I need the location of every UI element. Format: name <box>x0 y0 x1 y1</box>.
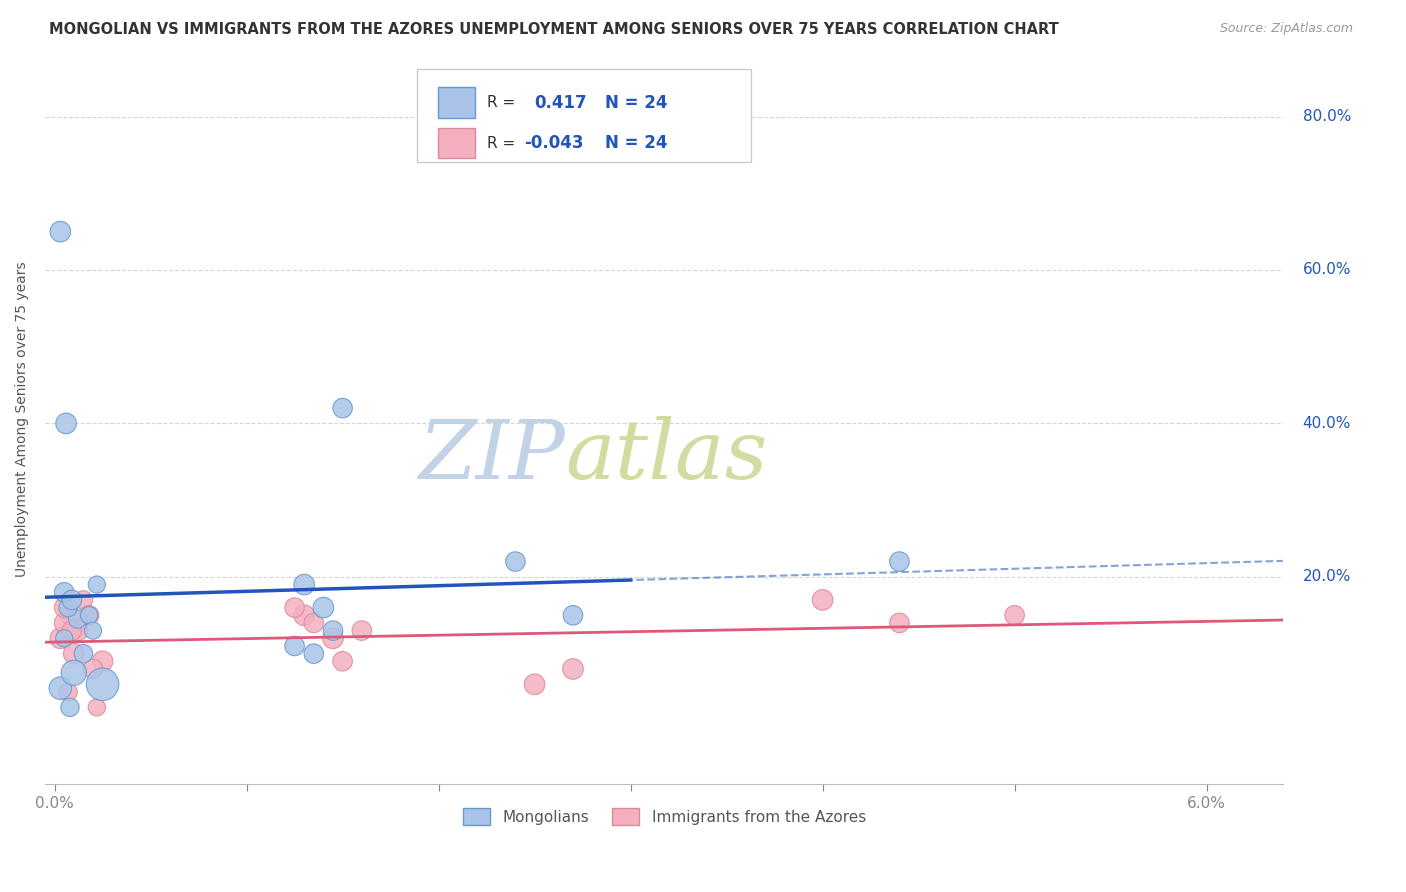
Text: 40.0%: 40.0% <box>1302 416 1351 431</box>
Text: atlas: atlas <box>565 416 768 496</box>
Point <box>60 593 83 607</box>
Point <box>302 647 325 661</box>
Text: -0.043: -0.043 <box>524 134 583 153</box>
Point <box>53 600 76 615</box>
Text: N = 24: N = 24 <box>605 94 668 112</box>
Point <box>62 665 84 680</box>
Point <box>889 555 911 569</box>
Point <box>322 632 344 646</box>
Point <box>284 639 307 653</box>
Point <box>91 654 114 668</box>
Point <box>62 647 84 661</box>
Point <box>284 600 307 615</box>
Point <box>49 225 72 239</box>
Point <box>302 615 325 630</box>
Bar <box>437 128 475 159</box>
Point <box>82 662 104 676</box>
FancyBboxPatch shape <box>416 69 751 162</box>
Point <box>53 632 76 646</box>
Point <box>1004 608 1026 623</box>
Point <box>49 632 72 646</box>
Point <box>66 624 89 638</box>
Text: MONGOLIAN VS IMMIGRANTS FROM THE AZORES UNEMPLOYMENT AMONG SENIORS OVER 75 YEARS: MONGOLIAN VS IMMIGRANTS FROM THE AZORES … <box>49 22 1059 37</box>
Point <box>350 624 373 638</box>
Point <box>53 615 76 630</box>
Text: N = 24: N = 24 <box>605 134 668 153</box>
Point <box>60 624 83 638</box>
Point <box>66 612 89 626</box>
Bar <box>437 87 475 118</box>
Point <box>91 677 114 691</box>
Point <box>562 608 585 623</box>
Point <box>72 647 94 661</box>
Point <box>49 681 72 695</box>
Point <box>523 677 546 691</box>
Point <box>77 608 100 623</box>
Point <box>59 608 82 623</box>
Point <box>332 401 354 416</box>
Text: 80.0%: 80.0% <box>1302 109 1351 124</box>
Point <box>292 608 315 623</box>
Text: 20.0%: 20.0% <box>1302 569 1351 584</box>
Legend: Mongolians, Immigrants from the Azores: Mongolians, Immigrants from the Azores <box>457 802 872 831</box>
Point <box>82 624 104 638</box>
Point <box>312 600 335 615</box>
Text: R =: R = <box>486 95 516 111</box>
Point <box>86 577 108 591</box>
Point <box>505 555 527 569</box>
Point <box>562 662 585 676</box>
Point <box>56 685 79 699</box>
Text: ZIP: ZIP <box>418 416 565 496</box>
Point <box>322 624 344 638</box>
Point <box>889 615 911 630</box>
Point <box>811 593 834 607</box>
Y-axis label: Unemployment Among Seniors over 75 years: Unemployment Among Seniors over 75 years <box>15 261 30 577</box>
Point <box>56 600 79 615</box>
Point <box>332 654 354 668</box>
Point <box>72 593 94 607</box>
Point <box>59 700 82 714</box>
Text: 60.0%: 60.0% <box>1302 262 1351 277</box>
Text: R =: R = <box>486 136 516 151</box>
Text: Source: ZipAtlas.com: Source: ZipAtlas.com <box>1219 22 1353 36</box>
Text: 0.417: 0.417 <box>534 94 586 112</box>
Point <box>77 608 100 623</box>
Point <box>86 700 108 714</box>
Point <box>53 585 76 599</box>
Point <box>292 577 315 591</box>
Point <box>55 417 77 431</box>
